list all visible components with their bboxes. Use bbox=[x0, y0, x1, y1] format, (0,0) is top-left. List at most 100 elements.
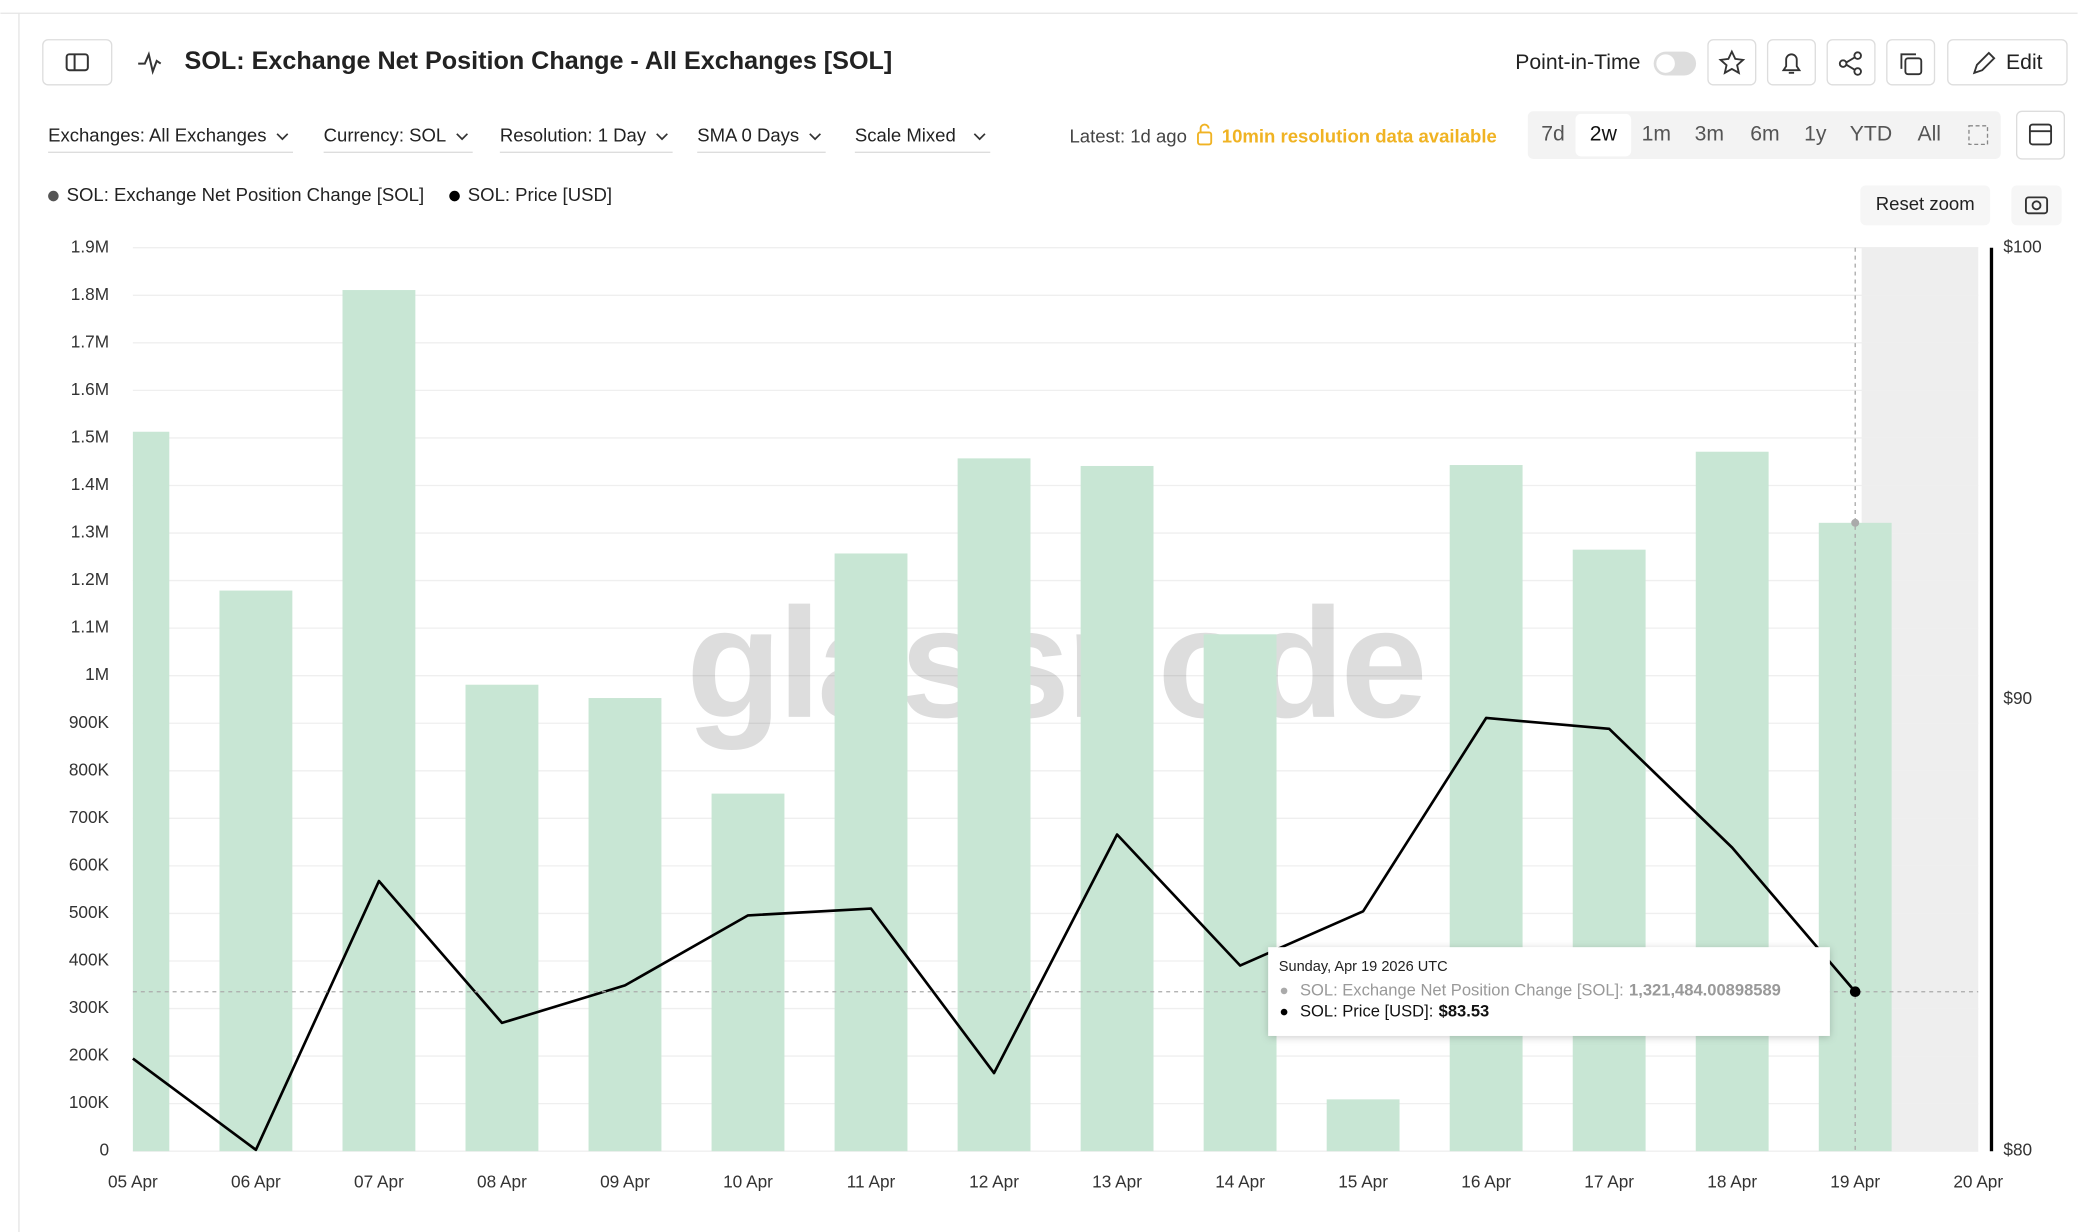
tooltip-dot bbox=[1280, 987, 1288, 995]
range-option[interactable]: 2w bbox=[1590, 123, 1618, 146]
x-tick-label: 15 Apr bbox=[1338, 1172, 1388, 1192]
resolution-notice[interactable]: 10min resolution data available bbox=[1222, 126, 1497, 147]
y-tick-label: 1.9M bbox=[71, 236, 109, 256]
x-tick-label: 05 Apr bbox=[108, 1172, 158, 1192]
legend-label[interactable]: SOL: Price [USD] bbox=[468, 184, 612, 205]
y-tick-label: 0 bbox=[99, 1140, 109, 1160]
y-tick-label: 1.7M bbox=[71, 331, 109, 351]
share-dot bbox=[1853, 51, 1862, 60]
bar bbox=[465, 684, 539, 1152]
x-tick-label: 06 Apr bbox=[231, 1172, 281, 1192]
range-option[interactable]: 1m bbox=[1642, 123, 1671, 146]
x-tick-label: 17 Apr bbox=[1584, 1172, 1634, 1192]
x-tick-label: 09 Apr bbox=[600, 1172, 650, 1192]
range-option[interactable]: 3m bbox=[1695, 123, 1724, 146]
x-tick-label: 13 Apr bbox=[1092, 1172, 1142, 1192]
filter-label[interactable]: SMA 0 Days bbox=[697, 124, 799, 145]
alert-button[interactable] bbox=[1766, 39, 1816, 86]
bar bbox=[219, 590, 293, 1152]
tooltip-value: 1,321,484.00898589 bbox=[1629, 980, 1781, 999]
favorite-button[interactable] bbox=[1707, 39, 1757, 86]
bar bbox=[1572, 549, 1646, 1152]
range-option[interactable]: 6m bbox=[1750, 123, 1779, 146]
y-tick-label: 1.5M bbox=[71, 426, 109, 446]
y-tick-label: 1.4M bbox=[71, 474, 109, 494]
range-selector bbox=[1527, 111, 2001, 159]
screenshot-button[interactable] bbox=[2011, 185, 2062, 226]
lock-icon bbox=[1197, 131, 1213, 146]
x-tick-label: 16 Apr bbox=[1461, 1172, 1511, 1192]
bar bbox=[957, 458, 1031, 1152]
bar bbox=[711, 793, 785, 1152]
copy-icon-back bbox=[1900, 53, 1916, 69]
reset-zoom-label: Reset zoom bbox=[1876, 193, 1975, 214]
reset-zoom-button[interactable] bbox=[1860, 185, 1991, 226]
duplicate-button[interactable] bbox=[1886, 39, 1936, 86]
range-option[interactable]: YTD bbox=[1850, 123, 1892, 146]
bar bbox=[132, 431, 170, 1152]
y-tick-label: 600K bbox=[69, 854, 110, 874]
y-tick-label: 400K bbox=[69, 950, 110, 970]
bar bbox=[342, 290, 416, 1152]
active-range bbox=[1575, 113, 1632, 157]
y-tick-label: 200K bbox=[69, 1045, 110, 1065]
legend-label[interactable]: SOL: Exchange Net Position Change [SOL] bbox=[67, 184, 424, 205]
page-title: SOL: Exchange Net Position Change - All … bbox=[185, 47, 893, 75]
camera-lens bbox=[2031, 200, 2042, 211]
y-tick-label: 1M bbox=[85, 664, 109, 684]
price-line bbox=[132, 716, 1857, 1152]
sidebar-button[interactable] bbox=[42, 39, 113, 86]
bar bbox=[1203, 634, 1277, 1152]
star-icon bbox=[1718, 49, 1746, 75]
share-button[interactable] bbox=[1826, 39, 1876, 86]
filter-label[interactable]: Scale Mixed bbox=[855, 124, 956, 145]
range-option[interactable]: 7d bbox=[1541, 123, 1565, 146]
x-tick-label: 18 Apr bbox=[1707, 1172, 1757, 1192]
y-tick-label: 1.1M bbox=[71, 617, 109, 637]
tooltip-dot bbox=[1280, 1008, 1288, 1016]
x-tick-label: 08 Apr bbox=[477, 1172, 527, 1192]
hover-price-point bbox=[1849, 986, 1861, 998]
pencil-icon bbox=[1972, 51, 1996, 75]
x-tick-label: 07 Apr bbox=[354, 1172, 404, 1192]
legend-dot bbox=[48, 190, 59, 202]
tooltip-label: SOL: Price [USD]: bbox=[1300, 1001, 1433, 1020]
range-option[interactable]: 1y bbox=[1804, 123, 1827, 146]
filter-label[interactable]: Currency: SOL bbox=[324, 124, 447, 145]
camera-icon bbox=[2024, 196, 2049, 215]
range-option[interactable]: All bbox=[1917, 123, 1941, 146]
edit-button[interactable] bbox=[1947, 39, 2068, 86]
y2-tick-label: $80 bbox=[2003, 1140, 2032, 1160]
latest-label: Latest: 1d ago bbox=[1069, 126, 1186, 147]
watermark: glassnode bbox=[686, 576, 1423, 751]
x-tick-label: 14 Apr bbox=[1215, 1172, 1265, 1192]
sidebar-icon bbox=[65, 53, 89, 72]
toggle-knob bbox=[1656, 54, 1675, 73]
bar bbox=[1326, 1099, 1400, 1152]
point-in-time-label: Point-in-Time bbox=[1515, 51, 1640, 74]
zoom-select-icon[interactable] bbox=[1968, 125, 1989, 146]
y-tick-label: 300K bbox=[69, 997, 110, 1017]
y-tick-label: 1.2M bbox=[71, 569, 109, 589]
filter-label[interactable]: Resolution: 1 Day bbox=[500, 124, 647, 145]
y2-tick-label: $90 bbox=[2003, 688, 2032, 708]
bar bbox=[588, 698, 662, 1152]
x-tick-label: 11 Apr bbox=[847, 1172, 896, 1192]
tooltip-value: $83.53 bbox=[1439, 1001, 1490, 1020]
y-tick-label: 700K bbox=[69, 807, 110, 827]
lock-shackle bbox=[1199, 123, 1210, 133]
chevron bbox=[276, 133, 289, 141]
bar bbox=[834, 553, 908, 1152]
tooltip bbox=[1268, 947, 1830, 1036]
tooltip-label: SOL: Exchange Net Position Change [SOL]: bbox=[1300, 980, 1624, 999]
hover-bar-point bbox=[1851, 518, 1860, 527]
y-tick-label: 500K bbox=[69, 902, 110, 922]
chevron bbox=[809, 133, 821, 141]
y-tick-label: 1.8M bbox=[71, 284, 109, 304]
chevron bbox=[456, 133, 469, 141]
x-tick-label: 10 Apr bbox=[723, 1172, 773, 1192]
calendar-button[interactable] bbox=[2015, 110, 2066, 160]
filter-label[interactable]: Exchanges: All Exchanges bbox=[48, 124, 266, 145]
chevron bbox=[973, 133, 986, 141]
